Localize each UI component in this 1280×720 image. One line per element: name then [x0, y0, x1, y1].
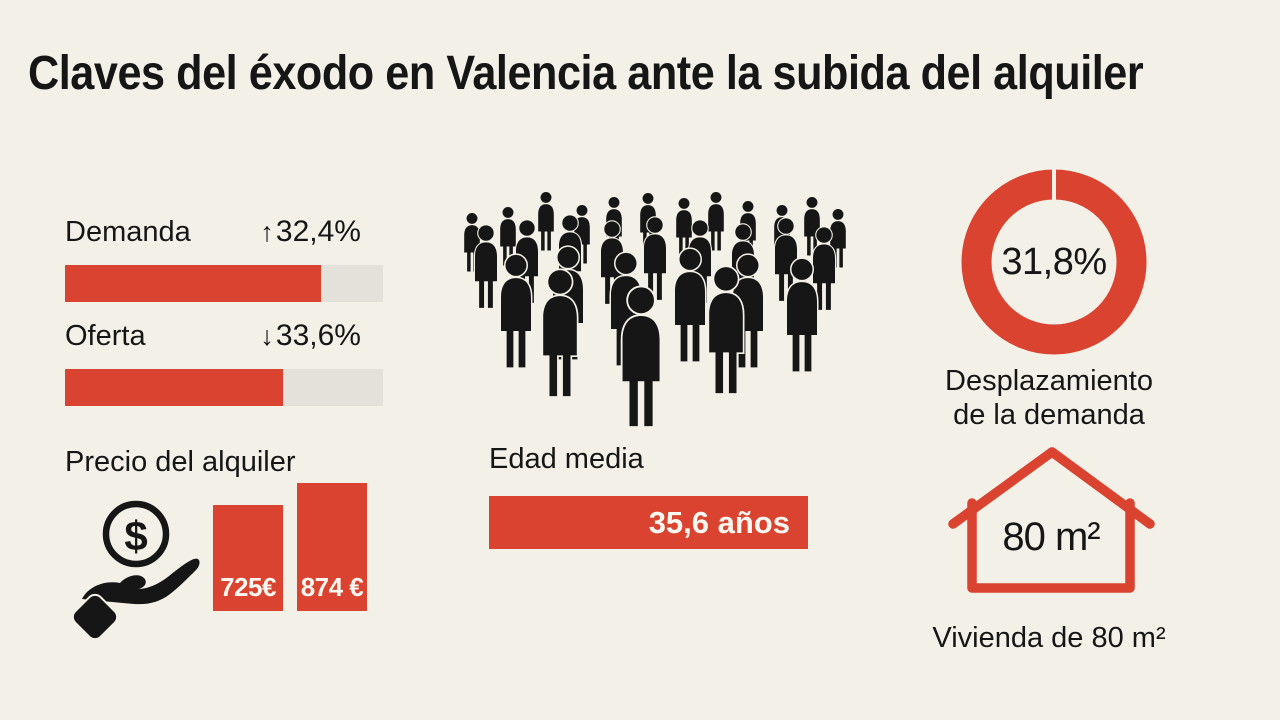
average-age-heading: Edad media — [489, 443, 644, 475]
supply-bar-fill — [65, 369, 283, 406]
donut-chart: 31,8% — [954, 162, 1154, 362]
supply-label: Oferta — [65, 320, 146, 352]
house-icon — [948, 447, 1155, 593]
price-bar-before: 725€ — [213, 505, 283, 611]
supply-value-text: 33,6% — [275, 319, 361, 352]
up-arrow-icon: ↑ — [260, 217, 274, 247]
demand-value: ↑32,4% — [260, 215, 383, 249]
price-before-label: 725€ — [220, 572, 276, 602]
down-arrow-icon: ↓ — [260, 321, 274, 351]
price-bar-chart: 725€ 874 € — [213, 483, 369, 611]
displacement-caption-line1: Desplazamiento — [945, 365, 1153, 397]
coin-circle — [102, 500, 170, 568]
supply-value: ↓33,6% — [260, 319, 383, 353]
displacement-caption: Desplazamiento de la demanda — [919, 364, 1179, 432]
rent-price-heading: Precio del alquiler — [65, 446, 296, 478]
displacement-percvalue: 31,8% — [1001, 240, 1107, 283]
demand-value-text: 32,4% — [275, 215, 361, 248]
dwelling-caption: Vivienda de 80 m² — [932, 622, 1166, 654]
demand-bar-fill — [65, 265, 321, 302]
average-age-bar: 35,6 años — [489, 496, 808, 549]
house-walls — [967, 498, 1135, 593]
dollar-icon: $ — [124, 513, 147, 560]
supply-metric-row: Oferta ↓33,6% — [65, 319, 383, 353]
supply-bar-track — [65, 369, 383, 406]
price-after-label: 874 € — [300, 572, 364, 602]
sleeve-cuff-shape — [71, 593, 119, 641]
house-size-value: 80 m² — [1002, 515, 1100, 559]
page-title: Claves del éxodo en Valencia ante la sub… — [28, 47, 1144, 100]
demand-label: Demanda — [65, 216, 191, 248]
price-bar-after: 874 € — [297, 483, 367, 611]
displacement-caption-line2: de la demanda — [953, 399, 1145, 431]
demand-metric-row: Demanda ↑32,4% — [65, 215, 383, 249]
hand-coin-icon: $ — [71, 500, 200, 641]
hand-shape — [82, 558, 200, 605]
donut-ring-svg — [961, 168, 1147, 355]
average-age-value: 35,6 años — [648, 504, 790, 540]
crowd-icon — [463, 191, 847, 428]
donut-gap — [1052, 168, 1056, 201]
house-roof — [948, 447, 1155, 529]
demand-bar-track — [65, 265, 383, 302]
